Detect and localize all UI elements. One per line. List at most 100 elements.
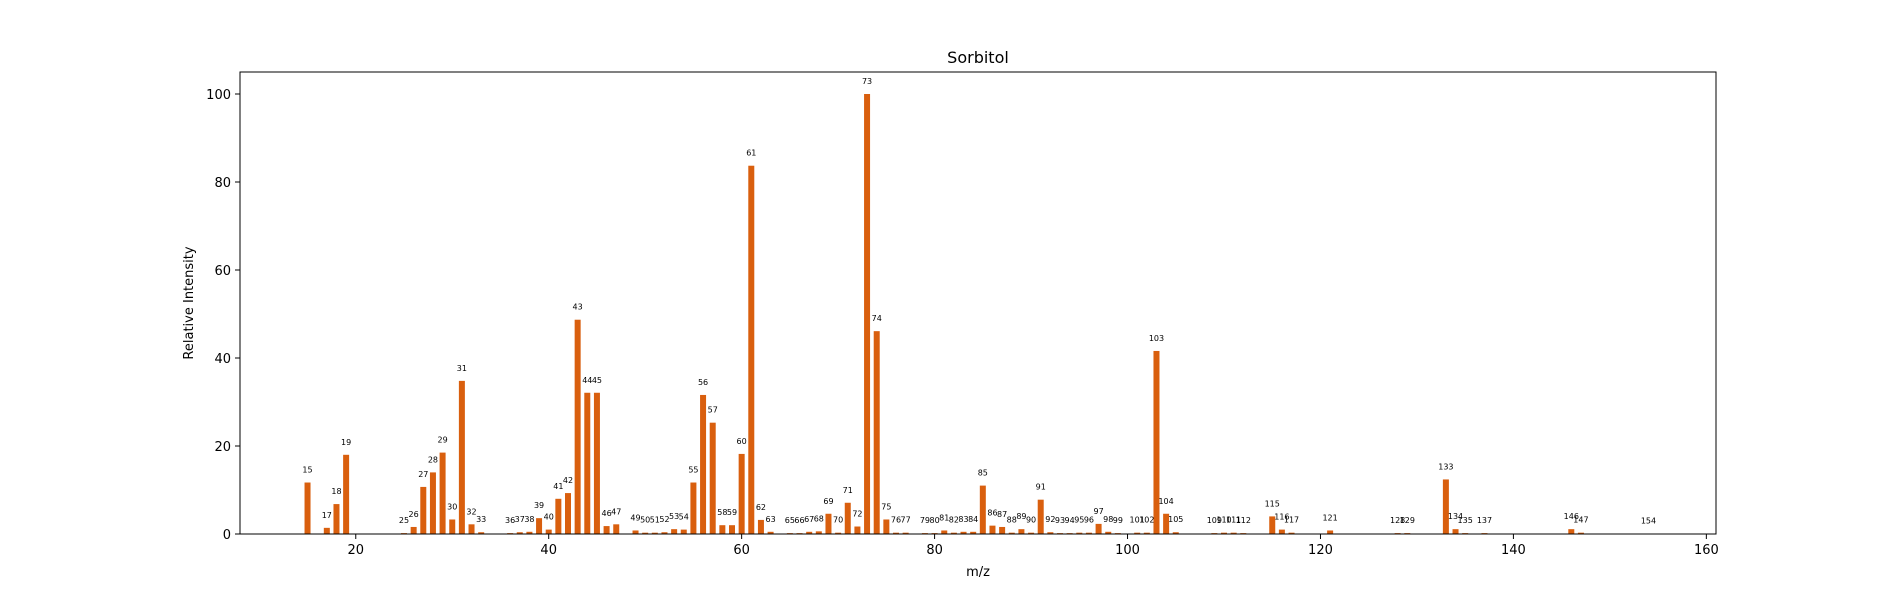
plot-frame bbox=[239, 71, 1717, 535]
x-tick-label: 120 bbox=[1308, 543, 1333, 558]
bar-data-label: 62 bbox=[756, 503, 766, 512]
y-tick-label: 100 bbox=[206, 88, 231, 103]
bar bbox=[1037, 499, 1044, 534]
x-axis: 20 40 60 80 100 120 140 160 bbox=[347, 534, 1719, 558]
bar-data-label: 19 bbox=[341, 438, 351, 447]
bar bbox=[410, 526, 417, 534]
bar bbox=[478, 532, 485, 534]
bar-data-label: 54 bbox=[679, 513, 689, 522]
bar-data-label: 17 bbox=[322, 511, 332, 520]
bar bbox=[970, 531, 977, 534]
bar-data-label: 128 bbox=[1390, 516, 1405, 525]
bar bbox=[458, 380, 465, 534]
bar bbox=[864, 94, 871, 534]
bar-data-label: 56 bbox=[698, 378, 708, 387]
bar-data-label: 93 bbox=[1055, 516, 1065, 525]
bar bbox=[555, 498, 562, 534]
x-tick-label: 100 bbox=[1115, 543, 1140, 558]
bar-data-label: 115 bbox=[1265, 499, 1280, 508]
bar-data-label: 129 bbox=[1400, 516, 1415, 525]
bar-data-label: 87 bbox=[997, 510, 1007, 519]
bar bbox=[854, 526, 861, 534]
bar bbox=[661, 532, 668, 534]
bar bbox=[806, 531, 813, 534]
bar-data-label: 58 bbox=[717, 508, 727, 517]
bar-data-label: 79 bbox=[920, 516, 930, 525]
bar-data-label: 99 bbox=[1113, 516, 1123, 525]
bar bbox=[343, 454, 350, 534]
bar bbox=[1568, 529, 1575, 534]
bar-data-label: 101 bbox=[1130, 516, 1145, 525]
bar bbox=[960, 531, 967, 534]
bar-data-label: 72 bbox=[852, 510, 862, 519]
bar bbox=[632, 530, 639, 534]
bar-data-label: 105 bbox=[1168, 515, 1183, 524]
chart-title: Sorbitol bbox=[947, 48, 1009, 67]
bar-data-label: 59 bbox=[727, 508, 737, 517]
x-tick-label: 80 bbox=[926, 543, 943, 558]
bar bbox=[883, 519, 890, 534]
bar-data-label: 81 bbox=[939, 513, 949, 522]
bar-data-label: 30 bbox=[447, 502, 457, 511]
bar-data-label: 84 bbox=[968, 515, 978, 524]
bar bbox=[748, 165, 755, 534]
bar-data-label: 134 bbox=[1448, 512, 1463, 521]
bar-data-label: 69 bbox=[823, 497, 833, 506]
bar bbox=[729, 525, 735, 534]
bar-data-label: 91 bbox=[1036, 483, 1046, 492]
bar-data-label: 47 bbox=[611, 507, 621, 516]
bar-data-label: 50 bbox=[640, 516, 650, 525]
bar-data-label: 86 bbox=[987, 509, 997, 518]
bar bbox=[1221, 532, 1227, 534]
bar-data-label: 83 bbox=[958, 515, 968, 524]
x-tick-label: 160 bbox=[1694, 543, 1719, 558]
bar-data-label: 77 bbox=[901, 516, 911, 525]
bar-data-label: 98 bbox=[1103, 515, 1113, 524]
bar-data-label: 28 bbox=[428, 455, 438, 464]
bar bbox=[1269, 516, 1276, 534]
bar-data-label: 32 bbox=[466, 507, 476, 516]
bar-data-label: 53 bbox=[669, 512, 679, 521]
bar-data-label: 68 bbox=[814, 514, 824, 523]
y-axis: 0 20 40 60 80 100 bbox=[206, 88, 240, 543]
bar bbox=[429, 472, 436, 534]
bar-data-label: 112 bbox=[1236, 516, 1251, 525]
bar bbox=[979, 485, 986, 534]
bar-data-label: 65 bbox=[785, 516, 795, 525]
bar bbox=[1085, 532, 1092, 534]
x-tick-label: 140 bbox=[1501, 543, 1526, 558]
bar bbox=[1134, 532, 1141, 534]
bar bbox=[835, 532, 842, 534]
bar-data-label: 38 bbox=[524, 515, 534, 524]
bar bbox=[1163, 513, 1170, 534]
bar bbox=[815, 531, 822, 534]
bar-data-label: 111 bbox=[1226, 516, 1241, 525]
x-tick-label: 60 bbox=[733, 543, 750, 558]
bar bbox=[1095, 523, 1102, 534]
bar-data-label: 31 bbox=[457, 364, 467, 373]
bar bbox=[757, 519, 764, 534]
bar bbox=[449, 519, 456, 534]
bar bbox=[709, 422, 716, 534]
bar bbox=[651, 532, 658, 534]
bar-data-label: 109 bbox=[1207, 516, 1222, 525]
bar bbox=[468, 524, 475, 534]
bar bbox=[526, 531, 533, 534]
bar-data-label: 25 bbox=[399, 516, 409, 525]
bar-data-label: 60 bbox=[737, 437, 747, 446]
bar-data-label: 88 bbox=[1007, 516, 1017, 525]
bar-data-label: 36 bbox=[505, 516, 515, 525]
bar bbox=[1143, 532, 1150, 534]
bar-data-label: 40 bbox=[544, 513, 554, 522]
bar-data-label: 97 bbox=[1093, 507, 1103, 516]
y-tick-label: 40 bbox=[214, 352, 231, 367]
bar-data-label: 52 bbox=[659, 515, 669, 524]
bar-data-label: 43 bbox=[573, 303, 583, 312]
bar bbox=[593, 392, 600, 534]
bar-data-label: 80 bbox=[929, 516, 939, 525]
bar bbox=[1153, 350, 1160, 534]
bar bbox=[1288, 532, 1295, 534]
bar-data-label: 133 bbox=[1438, 462, 1453, 471]
bar bbox=[893, 532, 899, 534]
